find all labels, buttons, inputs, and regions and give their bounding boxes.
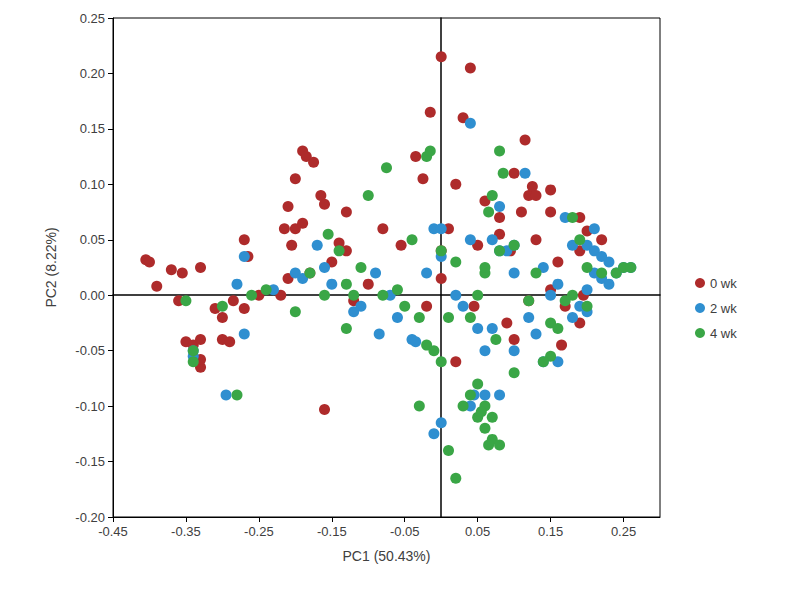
svg-text:-0.35: -0.35 — [171, 524, 201, 539]
svg-text:0.25: 0.25 — [611, 524, 636, 539]
svg-text:-0.15: -0.15 — [75, 454, 105, 469]
svg-text:0.15: 0.15 — [538, 524, 563, 539]
svg-text:0.10: 0.10 — [80, 177, 105, 192]
svg-text:-0.10: -0.10 — [75, 399, 105, 414]
svg-text:-0.20: -0.20 — [75, 510, 105, 525]
svg-text:-0.45: -0.45 — [98, 524, 128, 539]
svg-text:PC2 (8.22%): PC2 (8.22%) — [43, 227, 59, 307]
svg-text:-0.25: -0.25 — [244, 524, 274, 539]
svg-text:0.25: 0.25 — [80, 11, 105, 26]
svg-text:0.05: 0.05 — [80, 232, 105, 247]
svg-text:0.00: 0.00 — [80, 288, 105, 303]
svg-text:0.20: 0.20 — [80, 66, 105, 81]
svg-text:4 wk: 4 wk — [710, 326, 737, 341]
svg-text:2 wk: 2 wk — [710, 301, 737, 316]
svg-text:-0.05: -0.05 — [75, 343, 105, 358]
svg-text:0 wk: 0 wk — [710, 276, 737, 291]
svg-text:0.05: 0.05 — [465, 524, 490, 539]
svg-text:-0.05: -0.05 — [390, 524, 420, 539]
svg-text:0.15: 0.15 — [80, 121, 105, 136]
svg-text:PC1 (50.43%): PC1 (50.43%) — [343, 548, 431, 564]
svg-text:-0.15: -0.15 — [317, 524, 347, 539]
